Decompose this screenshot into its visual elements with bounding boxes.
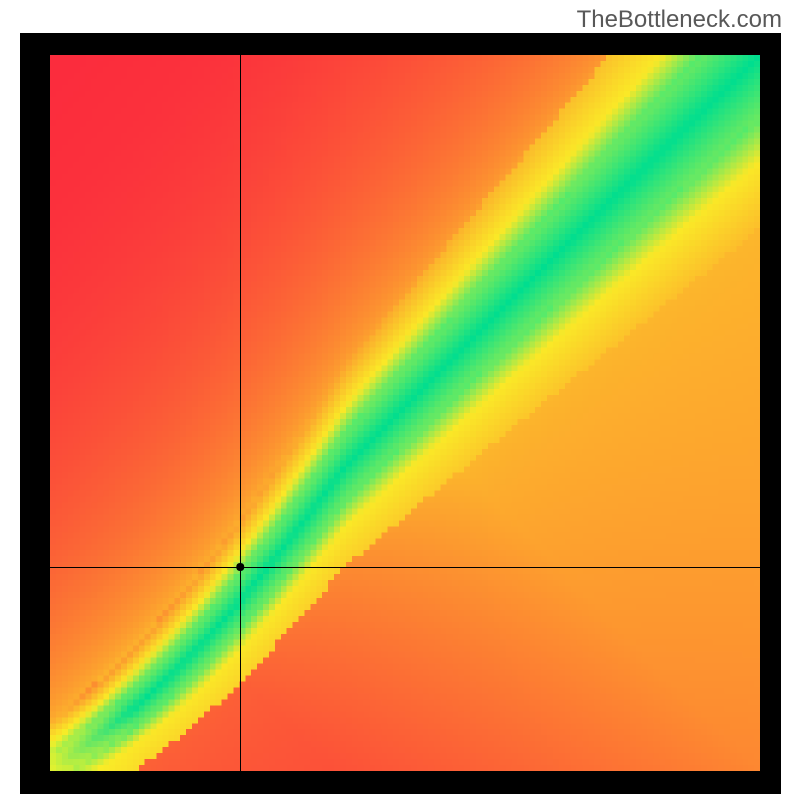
watermark-text: TheBottleneck.com	[577, 6, 782, 34]
plot-frame	[20, 33, 781, 794]
crosshair-overlay	[50, 55, 760, 771]
